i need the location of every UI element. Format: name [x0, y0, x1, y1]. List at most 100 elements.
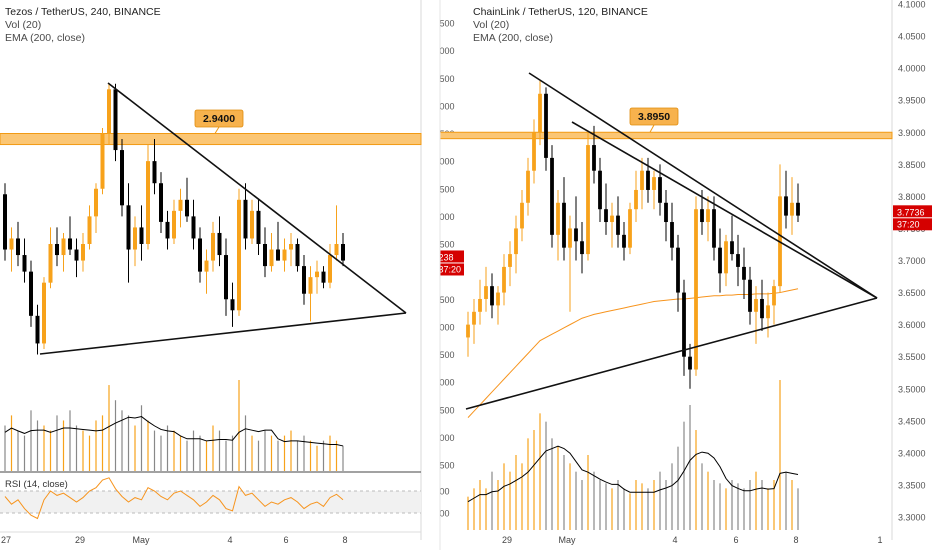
right-candle	[754, 286, 758, 344]
right-ema-indicator-label[interactable]: EMA (200, close)	[473, 32, 553, 44]
left-candle	[3, 183, 7, 261]
left-y-tick-label: 3.0000	[427, 101, 455, 111]
right-y-tick-label: 3.4000	[898, 448, 926, 458]
left-candle-body	[120, 150, 124, 206]
right-candle	[466, 311, 470, 357]
right-candle-body	[772, 286, 776, 306]
left-candle	[159, 172, 163, 233]
left-candle-body	[68, 238, 72, 250]
left-trendline	[107, 82, 407, 314]
right-candle-body	[748, 279, 752, 312]
right-candle-body	[466, 324, 470, 338]
right-candle-body	[538, 93, 542, 133]
right-y-tick-label: 3.6500	[898, 288, 926, 298]
left-resistance-zone	[0, 133, 422, 146]
right-candle-body	[754, 298, 758, 312]
left-candle-body	[139, 227, 144, 244]
left-candle-body	[146, 161, 150, 244]
right-candle-body	[568, 228, 572, 248]
right-candle-body	[724, 241, 728, 274]
left-volume-ma-line	[4, 416, 344, 447]
left-candle	[204, 249, 209, 294]
left-candle	[315, 260, 319, 294]
left-y-tick-label: 3.0500	[427, 74, 455, 84]
right-candle	[778, 164, 782, 293]
right-candle	[580, 222, 584, 274]
left-candle-body	[328, 255, 332, 283]
left-candle	[87, 205, 92, 250]
left-x-tick-label: 8	[342, 535, 347, 545]
left-candle	[81, 232, 85, 272]
left-ema-indicator-label[interactable]: EMA (200, close)	[5, 32, 85, 44]
right-resistance-zone	[439, 131, 893, 140]
left-candle	[16, 221, 20, 267]
left-chart-title[interactable]: Tezos / TetherUS, 240, BINANCE	[5, 6, 161, 18]
right-candle-body	[634, 189, 638, 210]
right-candle-body	[628, 209, 632, 248]
right-candle-body	[526, 170, 530, 203]
right-candle	[622, 222, 626, 261]
right-y-tick-label: 4.0000	[898, 64, 926, 74]
left-candle-body	[3, 194, 7, 250]
right-volume-indicator-label[interactable]: Vol (20)	[473, 19, 510, 31]
right-candle-body	[550, 157, 554, 235]
right-y-tick-label: 3.6000	[898, 320, 926, 330]
left-candle-body	[243, 199, 248, 239]
left-candle-body	[185, 199, 189, 217]
right-candle	[514, 215, 518, 274]
left-candle	[191, 199, 196, 250]
right-candle-body	[520, 202, 524, 229]
right-candle	[604, 183, 608, 235]
left-candle-body	[94, 188, 98, 217]
left-y-tick-label: 2.3500	[427, 461, 455, 471]
left-y-tick-label: 2.8000	[427, 212, 455, 222]
right-candle	[616, 196, 620, 248]
right-candle	[640, 157, 644, 210]
left-resistance-badge-label: 2.9400	[203, 113, 235, 125]
left-candle	[230, 282, 235, 327]
right-candle-body	[586, 145, 590, 255]
right-candle-body	[676, 247, 680, 293]
left-y-tick-label: 2.4500	[427, 405, 455, 415]
left-candle	[48, 227, 53, 289]
right-x-tick-label: 8	[793, 535, 798, 545]
left-rsi-label: RSI (14, close)	[5, 479, 68, 490]
right-candle	[538, 80, 542, 146]
left-rsi-line	[4, 477, 344, 520]
left-y-tick-label: 2.6000	[427, 322, 455, 332]
right-candle	[562, 177, 566, 261]
right-candle-body	[472, 311, 476, 325]
left-candle	[217, 216, 222, 267]
right-candle-body	[532, 132, 536, 171]
left-candle-body	[282, 249, 287, 261]
left-volume-indicator-label[interactable]: Vol (20)	[5, 19, 42, 31]
right-candle-body	[682, 292, 686, 357]
right-chart-title[interactable]: ChainLink / TetherUS, 120, BINANCE	[473, 6, 648, 18]
left-candle-body	[16, 238, 20, 256]
right-ema-line	[467, 288, 799, 418]
right-candle	[748, 266, 752, 325]
right-candle-body	[718, 247, 722, 274]
right-candle-body	[592, 145, 596, 171]
right-candle-body	[658, 177, 662, 203]
right-candle	[790, 177, 794, 235]
left-candle	[133, 216, 137, 267]
left-candle-body	[224, 255, 228, 300]
right-chart: 4.1000 4.0500 4.0000 3.9500 3.9000 3.8500 3.80…	[439, 0, 932, 545]
left-candle-body	[211, 232, 215, 261]
left-candle-body	[22, 255, 27, 272]
left-candle	[74, 238, 79, 278]
left-candle-body	[159, 183, 163, 222]
left-y-tick-label: 2.4000	[427, 433, 455, 443]
left-candle	[29, 260, 33, 327]
left-candle	[100, 127, 105, 195]
left-candle	[321, 266, 326, 289]
left-candle-body	[81, 244, 85, 261]
left-candle	[276, 221, 280, 261]
right-candle-body	[604, 209, 608, 223]
right-y-tick-label: 3.8500	[898, 160, 926, 170]
right-candle	[550, 145, 554, 248]
right-candle	[766, 292, 770, 338]
